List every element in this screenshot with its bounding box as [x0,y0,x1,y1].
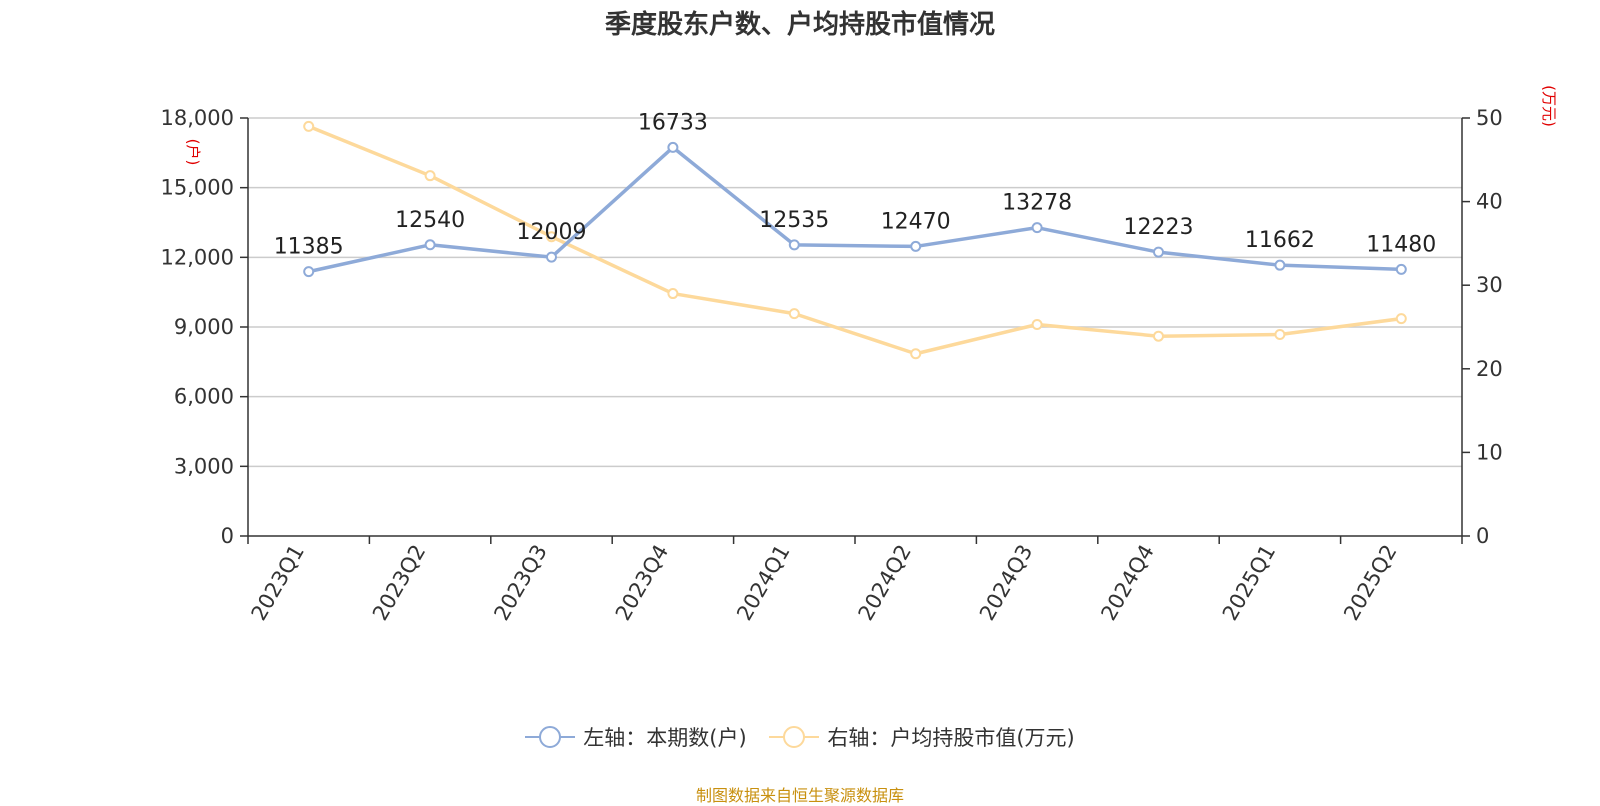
right-axis-tick-label: 50 [1476,106,1503,130]
series-layer [303,120,1407,360]
left-axis-tick-label: 6,000 [174,385,234,409]
axes: 0 3,000 6,000 9,000 12,000 15,000 18,000 0 10 20 3… [161,85,1558,625]
data-point [788,308,800,320]
x-axis-category-label: 2024Q4 [1096,541,1158,625]
data-point [1395,313,1407,325]
x-axis-category-label: 2025Q1 [1218,541,1280,625]
legend-label-left-series: 左轴：本期数(户) [583,726,747,750]
x-axis-category-label: 2023Q2 [368,541,430,625]
data-label: 16733 [638,110,708,135]
grid-lines [248,117,1462,468]
left-axis-tick-label: 15,000 [161,176,234,200]
x-axis-category-label: 2024Q3 [975,541,1037,625]
left-axis-tick-label: 3,000 [174,454,234,478]
data-point [546,251,557,263]
data-label: 11480 [1366,232,1436,257]
data-point [910,240,922,252]
data-point [1031,318,1043,330]
x-axis-category-label: 2024Q2 [854,541,916,625]
data-point [546,231,557,243]
data-point [424,170,436,182]
data-label: 13278 [1002,191,1072,216]
legend-marker-left-series [525,725,576,749]
data-label: 12540 [395,208,465,233]
data-label: 11385 [274,235,344,260]
legend-marker-right-series [769,725,820,749]
right-axis-unit-label: (万元) [1540,85,1558,127]
legend-item-left-series[interactable]: 左轴：本期数(户) [525,722,747,752]
x-axis-category-label: 2023Q3 [489,541,551,625]
data-point [1274,329,1286,341]
x-axis-category-label: 2023Q1 [247,541,309,625]
data-label: 12009 [517,220,587,245]
series-line [308,124,1402,356]
legend: 左轴：本期数(户) 右轴：户均持股市值(万元) [0,722,1600,754]
data-point [1153,246,1164,258]
right-axis-tick-label: 30 [1476,273,1503,297]
data-label: 12470 [881,209,951,234]
chart-title: 季度股东户数、户均持股市值情况 [604,10,995,40]
data-point [1274,259,1286,271]
data-source-note: 制图数据来自恒生聚源数据库 [695,786,904,805]
data-point [1395,263,1407,275]
x-axis-category-label: 2024Q1 [732,541,794,625]
data-point [910,348,922,360]
data-point [424,239,436,251]
right-axis-tick-label: 0 [1476,524,1489,548]
left-axis-tick-label: 9,000 [174,315,234,339]
legend-label-right-series: 右轴：户均持股市值(万元) [827,726,1075,750]
left-axis-tick-label: 18,000 [161,106,234,130]
series-line [308,145,1402,274]
data-point [788,239,800,251]
data-label: 11662 [1245,228,1315,253]
data-point [1153,330,1164,342]
right-axis-tick-label: 10 [1476,440,1503,464]
legend-item-right-series[interactable]: 右轴：户均持股市值(万元) [769,722,1075,752]
data-label: 12223 [1124,215,1194,240]
right-axis-tick-label: 40 [1476,190,1503,214]
data-point [303,120,315,132]
data-point [1031,222,1043,234]
left-axis-unit-label: (户) [184,139,202,166]
data-point [667,141,679,153]
x-axis-category-label: 2025Q2 [1339,541,1401,625]
data-label: 12535 [759,208,829,233]
right-axis-tick-label: 20 [1476,357,1503,381]
labels-layer: 11385 12540 12009 16733 12535 12470 13278 12223… [274,110,1437,259]
data-point [303,266,315,278]
data-point [667,288,679,300]
left-axis-tick-label: 0 [221,524,234,548]
left-axis-tick-label: 12,000 [161,245,234,269]
x-axis-category-label: 2023Q4 [611,541,673,625]
